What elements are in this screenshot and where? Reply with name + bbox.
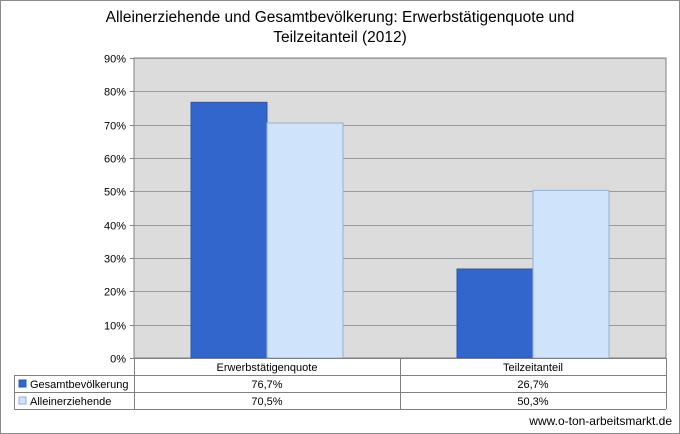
x-tick-label: Teilzeitanteil — [503, 362, 563, 374]
y-tick-label: 50% — [104, 187, 126, 199]
data-label: 70,5% — [251, 396, 282, 408]
bar-1-2 — [456, 268, 534, 359]
y-tick-label: 90% — [104, 54, 126, 66]
legend-key-1 — [18, 379, 27, 388]
legend-label-1: Gesamtbevölkerung — [30, 379, 128, 391]
data-label: 26,7% — [517, 379, 548, 391]
data-label: 50,3% — [517, 396, 548, 408]
legend-label-2: Alleinerziehende — [30, 396, 111, 408]
x-tick-label: Erwerbstätigenquote — [217, 362, 318, 374]
y-tick-label: 40% — [104, 221, 126, 233]
y-tick-label: 30% — [104, 254, 126, 266]
data-label: 76,7% — [251, 379, 282, 391]
y-tick-label: 60% — [104, 154, 126, 166]
y-tick-label: 10% — [104, 321, 126, 333]
bar-1-1 — [190, 101, 268, 359]
y-tick-label: 80% — [104, 87, 126, 99]
y-tick-label: 0% — [110, 354, 126, 366]
legend-key-2 — [18, 396, 27, 405]
footer-url: www.o-ton-arbeitsmarkt.de — [529, 414, 672, 428]
chart-title: Alleinerziehende und Gesamtbevölkerung: … — [70, 8, 610, 48]
y-tick-label: 70% — [104, 121, 126, 133]
chart-title-line-1: Alleinerziehende und Gesamtbevölkerung: … — [105, 9, 575, 26]
bar-2-1 — [266, 122, 344, 359]
y-tick-label: 20% — [104, 287, 126, 299]
bar-2-2 — [532, 189, 610, 359]
chart-title-line-2: Teilzeitanteil (2012) — [273, 29, 407, 46]
